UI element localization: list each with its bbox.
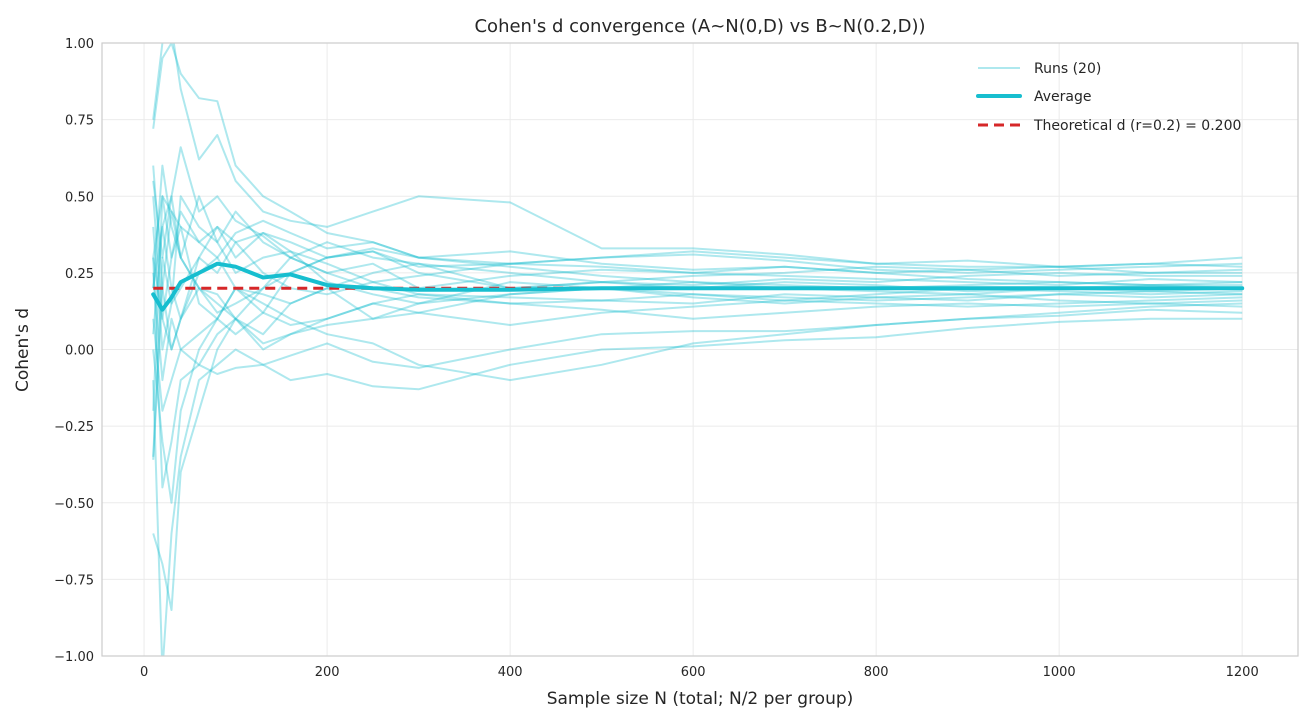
y-tick-label: −1.00 xyxy=(54,650,94,665)
run-line-19 xyxy=(152,195,1243,277)
legend-runs-label: Runs (20) xyxy=(1034,61,1101,77)
x-tick-label: 200 xyxy=(315,665,340,680)
y-tick-label: −0.75 xyxy=(54,573,94,588)
legend-theoretical-label: Theoretical d (r=0.2) = 0.200 xyxy=(1033,118,1241,134)
y-tick-label: 0.75 xyxy=(65,114,94,129)
y-tick-label: 0.00 xyxy=(65,344,94,359)
average-line xyxy=(151,261,1245,312)
x-axis-label: Sample size N (total; N/2 per group) xyxy=(547,689,854,709)
chart-title: Cohen's d convergence (A~N(0,D) vs B~N(0… xyxy=(474,16,925,37)
y-ticks: −1.00 −0.75 −0.50 −0.25 0.00 0.25 0.50 0.75 1.00 xyxy=(54,37,94,665)
run-line-5 xyxy=(152,287,1243,611)
x-tick-label: 1200 xyxy=(1226,665,1259,680)
run-line-7 xyxy=(152,308,1243,656)
run-line-17 xyxy=(152,247,1243,504)
x-tick-label: 0 xyxy=(140,665,148,680)
legend: Runs (20) Average Theoretical d (r=0.2) … xyxy=(976,61,1241,134)
run-line-16 xyxy=(152,195,1243,351)
plot-frame xyxy=(101,42,1299,657)
run-line-11 xyxy=(152,241,1243,351)
runs-group xyxy=(152,43,1243,656)
x-tick-label: 1000 xyxy=(1043,665,1076,680)
y-tick-label: −0.25 xyxy=(54,420,94,435)
legend-average-label: Average xyxy=(1034,89,1092,105)
x-tick-label: 600 xyxy=(681,665,706,680)
y-tick-label: 1.00 xyxy=(65,37,94,52)
y-tick-label: 0.50 xyxy=(65,190,94,205)
x-ticks: 0 200 400 600 800 1000 1200 xyxy=(140,665,1259,680)
run-line-10 xyxy=(152,164,1243,314)
run-line-3 xyxy=(152,146,1243,290)
run-line-1 xyxy=(152,43,1243,268)
run-line-4 xyxy=(152,195,1243,460)
average-group xyxy=(151,261,1245,312)
run-line-2 xyxy=(152,43,1243,274)
run-line-13 xyxy=(152,296,1243,412)
x-tick-label: 800 xyxy=(864,665,889,680)
y-axis-label: Cohen's d xyxy=(13,308,33,392)
run-line-20 xyxy=(152,272,1243,382)
run-line-6 xyxy=(152,257,1243,489)
x-tick-label: 400 xyxy=(498,665,523,680)
run-line-9 xyxy=(152,196,1243,320)
run-line-8 xyxy=(152,225,1243,382)
run-line-14 xyxy=(152,195,1243,351)
y-tick-label: 0.25 xyxy=(65,267,94,282)
y-tick-label: −0.50 xyxy=(54,497,94,512)
